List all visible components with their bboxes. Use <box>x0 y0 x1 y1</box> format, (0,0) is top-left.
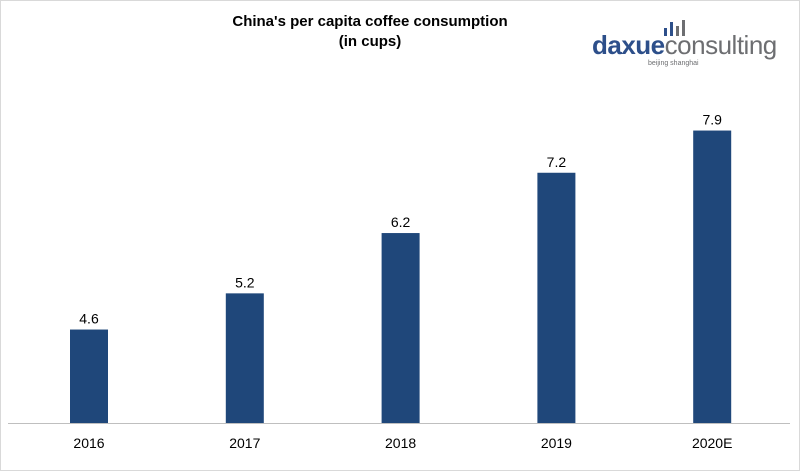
logo-brand-daxue: daxue <box>592 30 665 60</box>
bar-2020E <box>693 130 732 424</box>
bar-2016 <box>70 329 108 423</box>
logo-bar-icon <box>670 22 673 36</box>
x-tick-label-2017: 2017 <box>229 435 260 451</box>
chart-subtitle: (in cups) <box>338 33 402 50</box>
logo-bar-icon <box>682 20 685 36</box>
data-label-2019: 7.2 <box>547 154 567 170</box>
x-tick-label-2019: 2019 <box>541 435 572 451</box>
logo-brand-consulting: consulting <box>664 30 778 60</box>
logo-tagline: beijing shanghai <box>648 60 699 67</box>
bar-2018 <box>381 233 420 423</box>
x-tick-label-2020E: 2020E <box>692 435 732 451</box>
chart-title-text: China's per capita coffee consumption <box>232 13 508 30</box>
daxue-consulting-logo: daxueconsulting beijing shanghai <box>590 10 795 70</box>
data-label-2016: 4.6 <box>79 311 99 327</box>
data-label-2020E: 7.9 <box>702 112 722 128</box>
x-tick-label-2016: 2016 <box>73 435 104 451</box>
x-tick-label-2018: 2018 <box>385 435 416 451</box>
data-label-2018: 6.2 <box>391 214 411 230</box>
logo-bar-icon <box>664 28 667 36</box>
chart-title: China's per capita coffee consumption (i… <box>150 12 590 52</box>
bar-2017 <box>225 293 264 423</box>
bar-2019 <box>537 172 576 423</box>
logo-bar-icon <box>676 26 679 36</box>
logo-wordmark: daxueconsulting <box>592 30 777 61</box>
data-label-2017: 5.2 <box>235 274 255 290</box>
